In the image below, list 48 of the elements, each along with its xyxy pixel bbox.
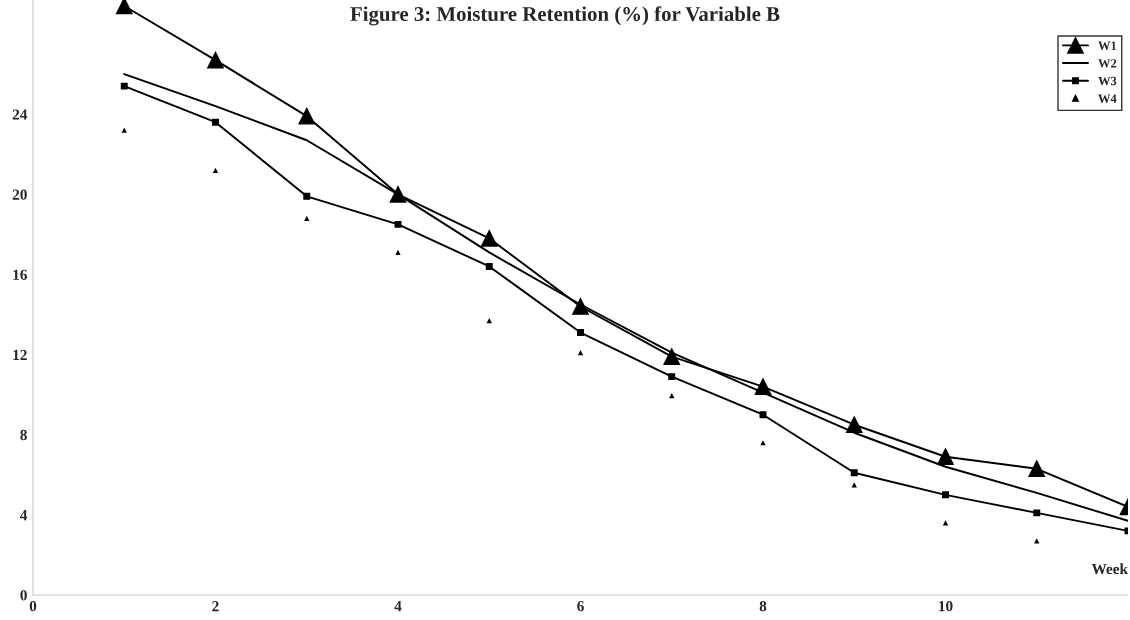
point <box>1034 538 1040 544</box>
point <box>937 448 954 466</box>
point <box>759 411 767 419</box>
point <box>115 0 133 15</box>
chart-title: Figure 3: Moisture Retention (%) for Variable B <box>350 6 780 26</box>
y-tick-label: 4 <box>20 510 28 521</box>
x-tick-label: 8 <box>759 601 767 612</box>
point <box>845 416 863 434</box>
point <box>480 230 498 247</box>
point <box>212 167 219 173</box>
y-tick-label: 12 <box>13 349 27 360</box>
y-tick-label: 20 <box>12 189 27 200</box>
point <box>942 520 949 526</box>
y-tick-label: 24 <box>12 109 28 120</box>
point <box>663 348 681 365</box>
point <box>577 349 584 356</box>
y-tick-label: 16 <box>13 269 27 280</box>
point <box>304 215 310 221</box>
legend-label: W3 <box>1098 76 1117 86</box>
point <box>207 51 224 69</box>
y-tick-label: 8 <box>20 429 27 441</box>
point <box>389 185 407 203</box>
point <box>298 107 316 125</box>
point <box>1028 460 1046 478</box>
point <box>120 82 128 90</box>
point <box>1033 509 1041 517</box>
legend-label: W4 <box>1098 94 1117 103</box>
y-tick-label: 0 <box>20 590 27 601</box>
point <box>486 317 492 324</box>
point <box>668 373 676 381</box>
x-tick-label: 2 <box>212 601 219 612</box>
legend-label: W1 <box>1098 41 1117 50</box>
point <box>577 329 584 337</box>
point <box>394 220 402 228</box>
point <box>121 127 127 133</box>
point <box>303 192 311 200</box>
point <box>572 298 589 315</box>
x-tick-label: 10 <box>939 601 953 612</box>
point <box>754 378 772 395</box>
point <box>212 118 219 126</box>
x-axis-title: Week <box>1091 563 1128 575</box>
x-tick-label: 4 <box>394 601 402 612</box>
legend-label: W2 <box>1098 59 1117 68</box>
point <box>485 262 493 270</box>
x-tick-label: 0 <box>29 601 37 612</box>
point <box>942 491 949 499</box>
point <box>850 469 858 477</box>
x-tick-label: 6 <box>577 601 584 612</box>
